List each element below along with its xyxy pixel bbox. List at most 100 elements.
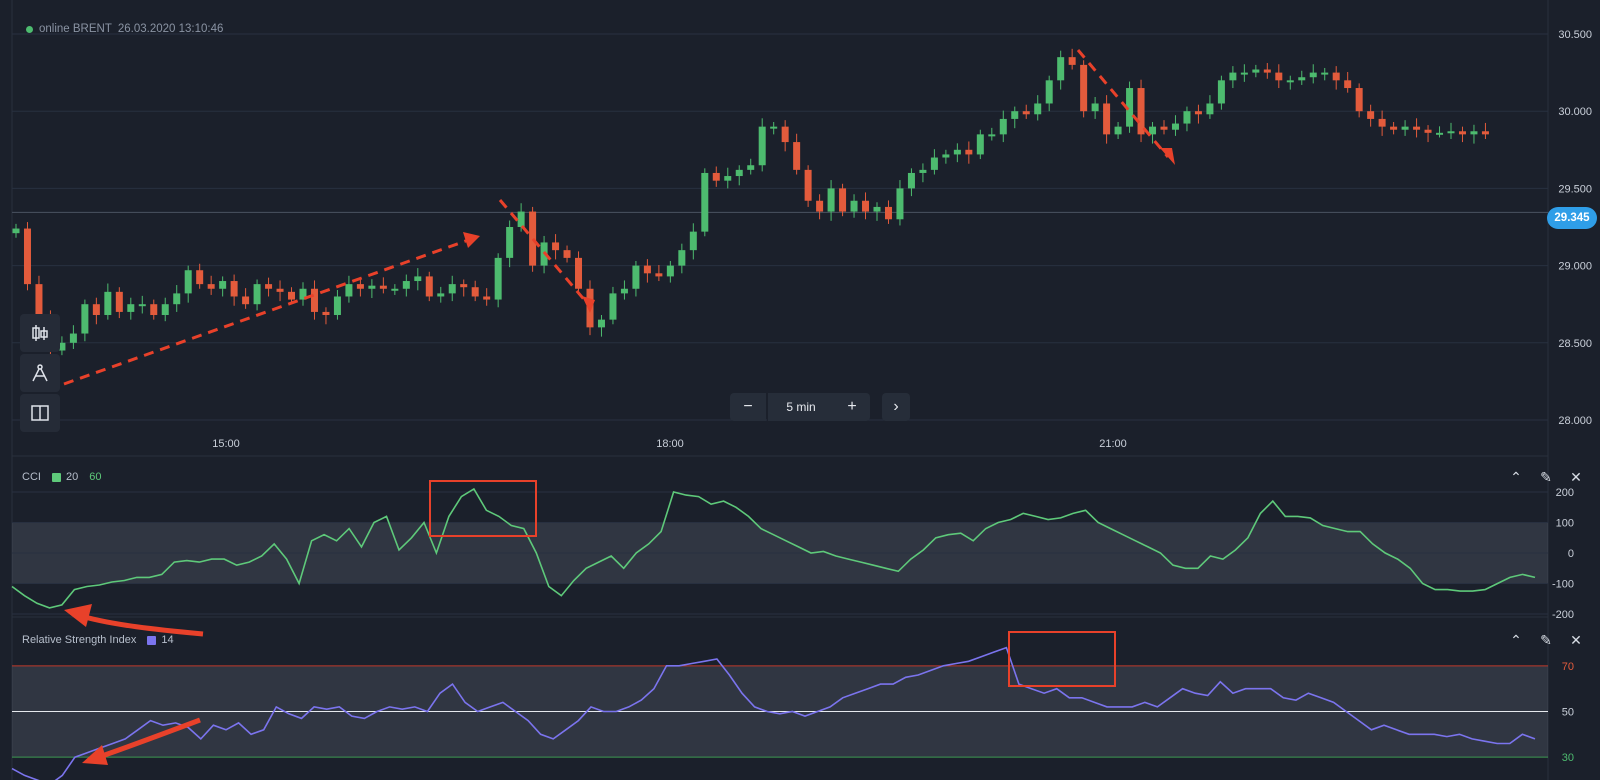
candle-body: [747, 165, 755, 170]
close-icon[interactable]: ✕: [1570, 632, 1582, 648]
trend-down-dashed: [498, 199, 589, 304]
bear-candle: [816, 194, 824, 220]
close-icon[interactable]: ✕: [1570, 469, 1582, 485]
layout-button[interactable]: [20, 394, 60, 432]
rsi-highlight-box: [1008, 631, 1116, 687]
candle-body: [1481, 131, 1489, 135]
indicator-tick-label: -200: [1552, 609, 1574, 621]
bull-candle: [609, 286, 617, 325]
candle-body: [655, 273, 663, 277]
candle-body: [471, 287, 479, 297]
scroll-forward-button[interactable]: ›: [882, 393, 910, 421]
candle-body: [552, 242, 560, 251]
candle-body: [173, 293, 181, 305]
candle-body: [1229, 72, 1237, 81]
candle-body: [1022, 111, 1030, 115]
price-tick-label: 28.000: [1558, 415, 1592, 427]
candle-body: [299, 288, 307, 300]
bull-candle: [1229, 66, 1237, 89]
candle-body: [689, 231, 697, 251]
candle-body: [1149, 126, 1157, 135]
bull-candle: [345, 275, 353, 303]
bull-candle: [930, 149, 938, 175]
bear-candle: [1137, 79, 1145, 143]
candle-body: [138, 304, 146, 307]
bull-candle: [1206, 95, 1214, 119]
candle-body: [12, 228, 20, 234]
candle-body: [1194, 111, 1202, 115]
trend-down-dashed-2: [1076, 49, 1170, 158]
trend-down-arrowhead-2: [1160, 148, 1175, 165]
bear-candle: [483, 288, 491, 306]
timeframe-label[interactable]: 5 min: [767, 393, 835, 421]
bull-candle: [620, 280, 628, 300]
bear-candle: [1344, 71, 1352, 93]
bull-candle: [770, 122, 778, 135]
bull-candle: [988, 127, 996, 141]
collapse-chevron-up-icon[interactable]: ⌃: [1510, 469, 1522, 485]
bull-candle: [391, 284, 399, 295]
bear-candle: [862, 192, 870, 220]
candle-body: [368, 285, 376, 289]
trend-up-arrowhead: [463, 232, 480, 248]
candle-body: [310, 288, 318, 312]
timeframe-plus-button[interactable]: +: [834, 393, 870, 421]
bear-candle: [356, 279, 364, 297]
current-price-tag: 29.345: [1547, 207, 1597, 229]
candle-body: [1470, 131, 1478, 135]
bear-candle: [425, 271, 433, 302]
candle-body: [1263, 69, 1271, 73]
drawing-tools-button[interactable]: [20, 354, 60, 392]
bull-candle: [494, 253, 502, 308]
candle-body: [322, 311, 330, 316]
candle-body: [1252, 69, 1260, 73]
timeframe-minus-button[interactable]: −: [730, 393, 766, 421]
price-tick-label: 30.500: [1558, 29, 1592, 41]
split-panel-icon: [31, 405, 49, 421]
bear-candle: [1332, 66, 1340, 90]
candle-body: [666, 265, 674, 277]
edit-pencil-icon[interactable]: ✎: [1540, 469, 1552, 485]
candle-body: [1034, 103, 1042, 115]
rsi-title: Relative Strength Index: [22, 634, 137, 646]
candle-body: [1137, 88, 1145, 135]
edit-pencil-icon[interactable]: ✎: [1540, 632, 1552, 648]
bear-candle: [1080, 60, 1088, 118]
candle-body: [712, 172, 720, 181]
candle-body: [850, 200, 858, 212]
bear-candle: [242, 288, 250, 309]
candle-body: [494, 257, 502, 300]
candle-body: [988, 134, 996, 137]
candle-body: [391, 288, 399, 291]
cci-arrow: [77, 612, 204, 637]
bull-candle: [1011, 106, 1019, 129]
cci-title: CCI: [22, 471, 41, 483]
candle-body: [127, 304, 135, 312]
status-bar: online BRENT 26.03.2020 13:10:46: [26, 23, 223, 35]
bull-candle: [219, 276, 227, 297]
candle-body: [1217, 80, 1225, 104]
candle-body: [230, 281, 238, 297]
bear-candle: [1424, 125, 1432, 143]
candle-body: [1057, 57, 1065, 81]
candle-body: [609, 293, 617, 320]
candle-body: [1321, 72, 1329, 75]
price-tick-label: 29.000: [1558, 261, 1592, 273]
chart-type-button[interactable]: [20, 314, 60, 352]
online-dot-icon: [26, 25, 33, 33]
candle-body: [1206, 103, 1214, 115]
candle-body: [999, 118, 1007, 135]
price-grid: 30.500 30.000 29.500 29.000 28.500 28.000 15:0…: [12, 29, 1592, 450]
bull-candle: [1252, 64, 1260, 78]
candle-body: [1286, 80, 1294, 83]
bull-candle: [1240, 64, 1248, 82]
bull-candle: [1149, 122, 1157, 144]
candle-body: [207, 284, 215, 289]
candle-body: [597, 319, 605, 328]
candle-body: [1424, 129, 1432, 133]
bear-candle: [23, 222, 31, 291]
candle-body: [758, 126, 766, 166]
candle-body: [770, 126, 778, 129]
bull-candle: [506, 220, 514, 268]
collapse-chevron-up-icon[interactable]: ⌃: [1510, 632, 1522, 648]
